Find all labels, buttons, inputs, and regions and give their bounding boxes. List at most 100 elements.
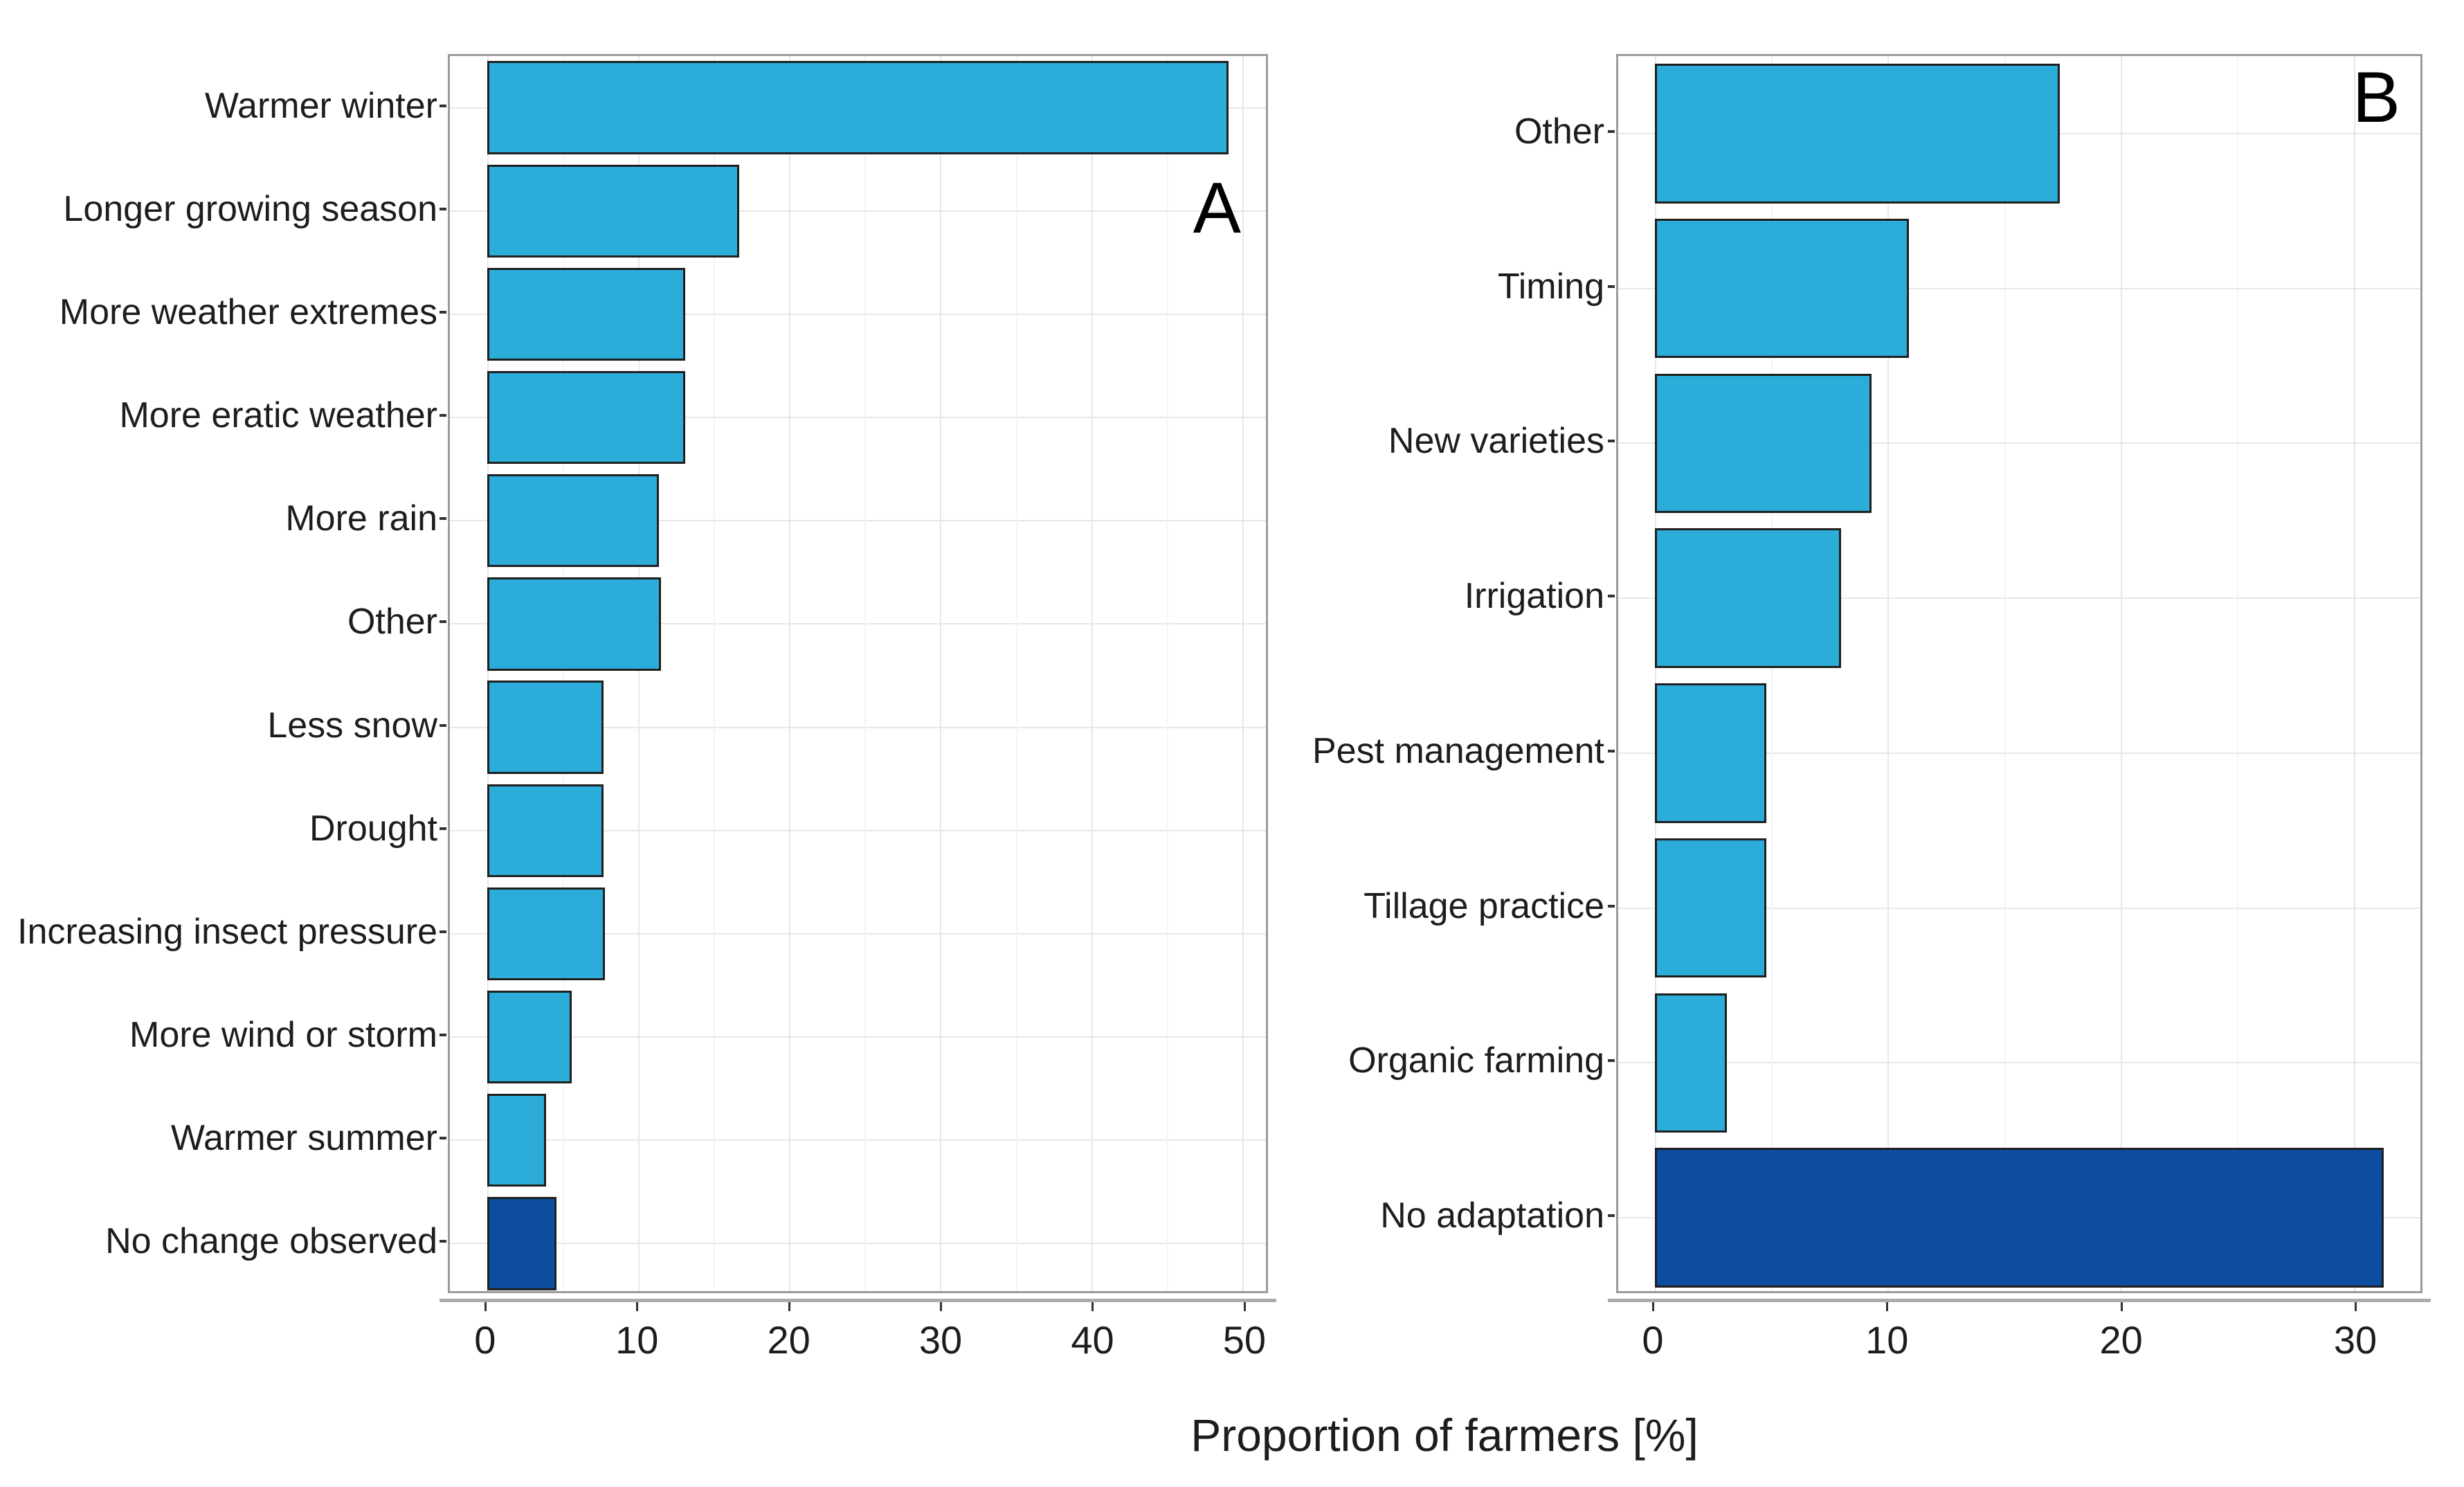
gridline-horizontal <box>1618 1062 2420 1064</box>
gridline-vertical-major <box>637 56 640 1291</box>
y-label-new-varieties: New varieties <box>1388 421 1604 462</box>
y-tick-mark <box>440 517 446 521</box>
bar-less-snow <box>487 681 604 774</box>
bar-pest-management <box>1654 683 1767 823</box>
gridline-vertical-minor <box>2237 56 2239 1291</box>
x-tick-label-10: 10 <box>615 1318 659 1362</box>
gridline-vertical-minor <box>2004 56 2006 1291</box>
y-label-less-snow: Less snow <box>267 705 437 746</box>
x-axis-line <box>1608 1299 2431 1302</box>
y-label-warmer-winter: Warmer winter <box>204 85 437 126</box>
gridline-vertical-minor <box>864 56 867 1291</box>
x-tick-label-20: 20 <box>2099 1318 2143 1362</box>
gridline-vertical-major <box>1091 56 1093 1291</box>
gridline-horizontal <box>450 1243 1266 1245</box>
x-tick-label-50: 50 <box>1222 1318 1267 1362</box>
gridline-vertical-major <box>2120 56 2122 1291</box>
y-tick-mark <box>1608 1214 1615 1218</box>
y-tick-mark <box>440 827 446 830</box>
gridline-vertical-major <box>2353 56 2355 1291</box>
y-label-irrigation: Irrigation <box>1464 576 1604 617</box>
bar-tillage-practice <box>1654 838 1767 978</box>
x-tick-label-40: 40 <box>1071 1318 1114 1362</box>
y-tick-mark <box>1608 595 1615 598</box>
x-tick-mark <box>2120 1302 2123 1311</box>
y-tick-mark <box>1608 440 1615 443</box>
x-tick-mark <box>2355 1302 2357 1311</box>
y-label-increasing-insect-pressure: Increasing insect pressure <box>17 911 437 952</box>
bar-other <box>487 577 661 671</box>
y-label-more-weather-extremes: More weather extremes <box>59 291 437 332</box>
bar-increasing-insect-pressure <box>487 887 605 981</box>
x-tick-label-0: 0 <box>1642 1318 1664 1362</box>
gridline-horizontal <box>450 520 1266 522</box>
panel-label-b: B <box>2352 57 2400 138</box>
x-tick-mark <box>1243 1302 1246 1311</box>
gridline-horizontal <box>1618 442 2420 444</box>
gridline-horizontal <box>450 1036 1266 1038</box>
y-tick-mark <box>440 207 446 210</box>
x-tick-mark <box>1651 1302 1654 1311</box>
y-tick-mark <box>440 723 446 727</box>
bar-irrigation <box>1654 528 1841 668</box>
x-tick-label-30: 30 <box>2333 1318 2377 1362</box>
y-label-pest-management: Pest management <box>1312 730 1604 771</box>
gridline-horizontal <box>450 829 1266 831</box>
gridline-vertical-minor <box>714 56 716 1291</box>
gridline-horizontal <box>1618 907 2420 909</box>
y-tick-mark <box>1608 904 1615 908</box>
gridline-vertical-major <box>1242 56 1244 1291</box>
y-tick-mark <box>1608 129 1615 133</box>
plot-area-a: A <box>448 54 1268 1293</box>
panel-label-a: A <box>1193 168 1241 249</box>
y-label-organic-farming: Organic farming <box>1348 1040 1604 1081</box>
y-label-more-wind-or-storm: More wind or storm <box>129 1015 437 1056</box>
y-label-no-adaptation: No adaptation <box>1380 1196 1604 1236</box>
gridline-horizontal <box>450 726 1266 728</box>
gridline-vertical-major <box>1654 56 1656 1291</box>
gridline-horizontal <box>1618 287 2420 289</box>
gridline-horizontal <box>450 417 1266 419</box>
y-tick-mark <box>440 1240 446 1243</box>
y-label-no-change-observed: No change observed <box>105 1221 437 1262</box>
gridline-vertical-minor <box>1166 56 1168 1291</box>
y-tick-mark <box>440 104 446 107</box>
y-tick-mark <box>1608 1059 1615 1063</box>
bar-other <box>1654 64 2060 204</box>
gridline-vertical-major <box>940 56 942 1291</box>
gridline-vertical-major <box>789 56 791 1291</box>
x-tick-mark <box>788 1302 790 1311</box>
gridline-horizontal <box>450 1139 1266 1142</box>
x-tick-mark <box>1091 1302 1094 1311</box>
x-tick-label-30: 30 <box>918 1318 963 1362</box>
gridline-horizontal <box>450 932 1266 935</box>
bar-warmer-winter <box>487 61 1229 154</box>
y-label-warmer-summer: Warmer summer <box>170 1118 437 1159</box>
y-tick-mark <box>440 930 446 933</box>
gridline-horizontal <box>450 313 1266 315</box>
bar-timing <box>1654 218 1909 359</box>
plot-area-b: B <box>1616 54 2422 1293</box>
x-tick-mark <box>484 1302 487 1311</box>
y-label-other: Other <box>1514 111 1604 152</box>
y-label-timing: Timing <box>1497 266 1604 307</box>
y-tick-mark <box>1608 285 1615 288</box>
y-tick-mark <box>440 1137 446 1140</box>
y-label-longer-growing-season: Longer growing season <box>63 188 437 229</box>
y-label-more-rain: More rain <box>285 498 437 539</box>
y-tick-mark <box>440 620 446 624</box>
bar-new-varieties <box>1654 373 1872 514</box>
bar-organic-farming <box>1654 993 1728 1133</box>
bar-more-weather-extremes <box>487 267 685 361</box>
y-tick-mark <box>440 310 446 314</box>
x-tick-label-0: 0 <box>474 1318 496 1362</box>
x-axis-title: Proportion of farmers [%] <box>1190 1409 1698 1461</box>
y-tick-mark <box>1608 749 1615 752</box>
x-tick-mark <box>636 1302 639 1311</box>
gridline-vertical-minor <box>1770 56 1773 1291</box>
bar-more-wind-or-storm <box>487 990 572 1084</box>
x-tick-mark <box>1886 1302 1889 1311</box>
bar-no-adaptation <box>1654 1148 2384 1288</box>
gridline-vertical-major <box>1887 56 1890 1291</box>
